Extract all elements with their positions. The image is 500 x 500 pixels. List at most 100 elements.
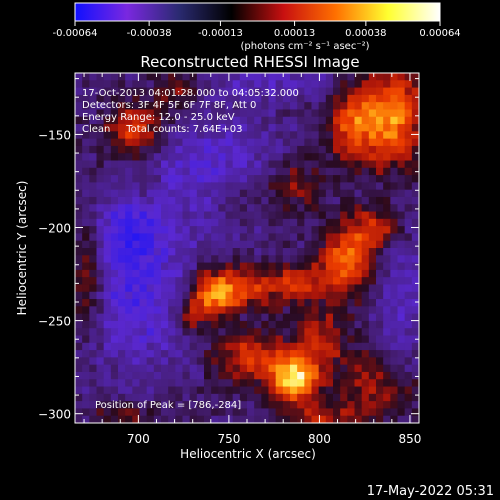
heatmap-cell [218, 299, 227, 307]
heatmap-cell [390, 204, 399, 213]
heatmap-cell [103, 196, 112, 205]
heatmap-cell [390, 364, 399, 373]
heatmap-cell [297, 196, 305, 205]
heatmap-cell [125, 371, 133, 380]
heatmap-cell [390, 182, 399, 191]
heatmap-cell [89, 196, 98, 205]
heatmap-cell [340, 255, 348, 264]
heatmap-cell [75, 364, 83, 373]
heatmap-cell [397, 167, 406, 176]
heatmap-cell [89, 94, 98, 103]
heatmap-cell [383, 145, 391, 154]
heatmap-cell [311, 248, 320, 256]
heatmap-cell [282, 182, 291, 191]
heatmap-cell [268, 386, 277, 395]
heatmap-cell [161, 393, 169, 402]
heatmap-cell [189, 153, 198, 162]
heatmap-cell [404, 160, 413, 169]
heatmap-cell [239, 291, 248, 300]
heatmap-cell [268, 153, 277, 162]
heatmap-cell [218, 379, 227, 388]
heatmap-cell [125, 320, 133, 329]
heatmap-cell [132, 131, 141, 140]
heatmap-cell [333, 386, 341, 395]
heatmap-cell [103, 357, 112, 366]
heatmap-cell [89, 116, 98, 125]
heatmap-cell [139, 313, 148, 322]
heatmap-cell [376, 131, 384, 140]
heatmap-cell [75, 408, 83, 417]
heatmap-cell [340, 94, 348, 103]
heatmap-cell [383, 255, 391, 264]
heatmap-cell [311, 299, 320, 307]
heatmap-cell [268, 87, 277, 96]
heatmap-cell [368, 350, 377, 358]
heatmap-cell [404, 393, 413, 402]
heatmap-cell [254, 342, 262, 351]
heatmap-cell [211, 313, 219, 322]
heatmap-cell [89, 269, 98, 278]
heatmap-cell [368, 415, 377, 423]
heatmap-cell [168, 87, 176, 96]
heatmap-cell [96, 153, 105, 162]
heatmap-cell [311, 175, 320, 183]
heatmap-cell [168, 291, 176, 300]
heatmap-cell [304, 167, 313, 176]
heatmap-cell [125, 357, 133, 366]
heatmap-cell [189, 240, 198, 249]
heatmap-cell [390, 116, 399, 125]
heatmap-cell [168, 131, 176, 140]
heatmap-cell [196, 299, 205, 307]
heatmap-cell [103, 94, 112, 103]
colorbar-tick-label: 0.00064 [419, 28, 460, 39]
heatmap-cell [146, 138, 155, 147]
heatmap-cell [82, 284, 90, 293]
heatmap-cell [268, 415, 277, 423]
heatmap-cell [96, 379, 105, 388]
heatmap-cell [125, 189, 133, 198]
heatmap-cell [318, 131, 327, 140]
heatmap-cell [397, 393, 406, 402]
heatmap-cell [304, 87, 313, 96]
heatmap-cell [225, 138, 234, 147]
heatmap-cell [189, 211, 198, 220]
heatmap-cell [168, 153, 176, 162]
heatmap-cell [397, 284, 406, 293]
heatmap-cell [354, 102, 363, 111]
heatmap-cell [232, 102, 241, 111]
heatmap-cell [103, 371, 112, 380]
heatmap-cell [204, 167, 212, 176]
heatmap-cell [404, 350, 413, 358]
heatmap-cell [211, 291, 219, 300]
heatmap-cell [383, 357, 391, 366]
heatmap-cell [139, 342, 148, 351]
heatmap-cell [239, 262, 248, 271]
heatmap-cell [132, 233, 141, 242]
heatmap-cell [268, 102, 277, 111]
heatmap-cell [211, 350, 219, 358]
heatmap-cell [290, 138, 298, 147]
heatmap-cell [225, 211, 234, 220]
heatmap-cell [383, 248, 391, 256]
heatmap-cell [254, 240, 262, 249]
heatmap-cell [361, 350, 370, 358]
heatmap-cell [311, 313, 320, 322]
heatmap-cell [96, 94, 105, 103]
heatmap-cell [376, 342, 384, 351]
heatmap-cell [290, 116, 298, 125]
heatmap-cell [153, 284, 162, 293]
heatmap-cell [383, 233, 391, 242]
heatmap-cell [103, 167, 112, 176]
heatmap-cell [333, 196, 341, 205]
heatmap-cell [139, 189, 148, 198]
heatmap-cell [376, 196, 384, 205]
heatmap-cell [333, 175, 341, 183]
heatmap-cell [189, 109, 198, 118]
heatmap-cell [232, 196, 241, 205]
heatmap-cell [376, 415, 384, 423]
heatmap-cell [175, 80, 184, 89]
heatmap-cell [82, 415, 90, 423]
heatmap-cell [153, 415, 162, 423]
heatmap-cell [103, 386, 112, 395]
heatmap-cell [75, 284, 83, 293]
